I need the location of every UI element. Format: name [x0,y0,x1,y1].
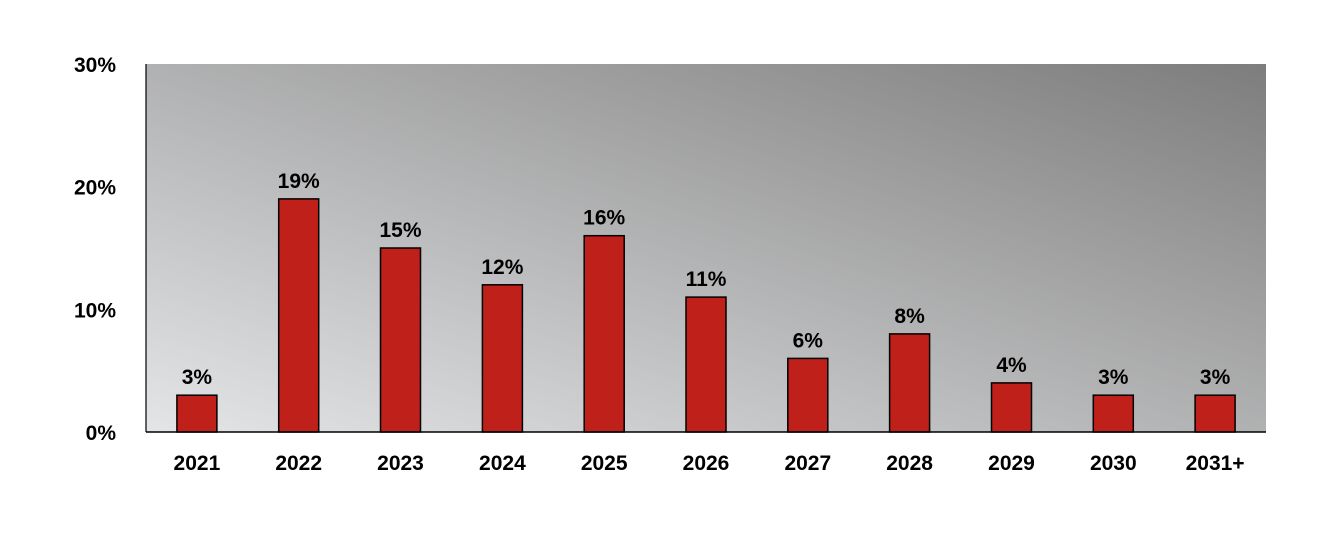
bars-group [176,198,1236,433]
bar-2027 [787,357,829,433]
x-tick-label-2024: 2024 [479,452,526,475]
x-tick-labels-group: 2021 2022 2023 2024 2025 2026 2027 2028 2029 2030… [174,452,1245,475]
data-label-2025: 16% [583,207,625,230]
bar-2022 [277,198,320,433]
data-label-2026: 11% [686,268,727,291]
bar-2031+ [1194,394,1236,433]
data-label-2024: 12% [481,256,523,279]
bar-2023 [379,247,422,433]
bar-2028 [888,333,931,433]
bar-2030 [1092,394,1135,433]
y-tick-labels-group: 0% 10% 20% 30% [74,54,116,445]
x-tick-label-2025: 2025 [581,452,628,475]
x-tick-label-2021: 2021 [174,452,221,475]
x-tick-label-2023: 2023 [377,452,424,475]
data-label-2021: 3% [182,366,213,389]
x-tick-label-2022: 2022 [275,452,322,475]
data-label-2030: 3% [1098,366,1129,389]
bar-2026 [685,296,727,433]
y-tick-label-0: 0% [86,422,117,445]
data-label-2031+: 3% [1200,366,1231,389]
bar-2024 [481,284,524,433]
data-label-2029: 4% [996,354,1027,377]
data-label-2022: 19% [278,170,320,193]
data-labels-group: 3% 19% 15% 12% 16% 11% 6% 8% 4% 3% 3% [182,170,1231,389]
x-tick-label-2030: 2030 [1090,452,1137,475]
x-tick-label-2027: 2027 [784,452,831,475]
bar-2029 [990,382,1033,433]
bar-2021 [176,394,218,433]
y-tick-label-20: 20% [74,177,116,200]
x-tick-label-2026: 2026 [683,452,730,475]
x-tick-label-2029: 2029 [988,452,1035,475]
data-label-2027: 6% [793,329,824,352]
bar-2025 [583,234,625,433]
y-tick-label-30: 30% [74,54,116,77]
y-tick-label-10: 10% [74,299,116,322]
data-label-2023: 15% [379,219,421,242]
x-tick-label-2031+: 2031+ [1186,452,1245,475]
data-label-2028: 8% [894,305,925,328]
x-tick-label-2028: 2028 [886,452,933,475]
axes-group [145,64,1266,433]
